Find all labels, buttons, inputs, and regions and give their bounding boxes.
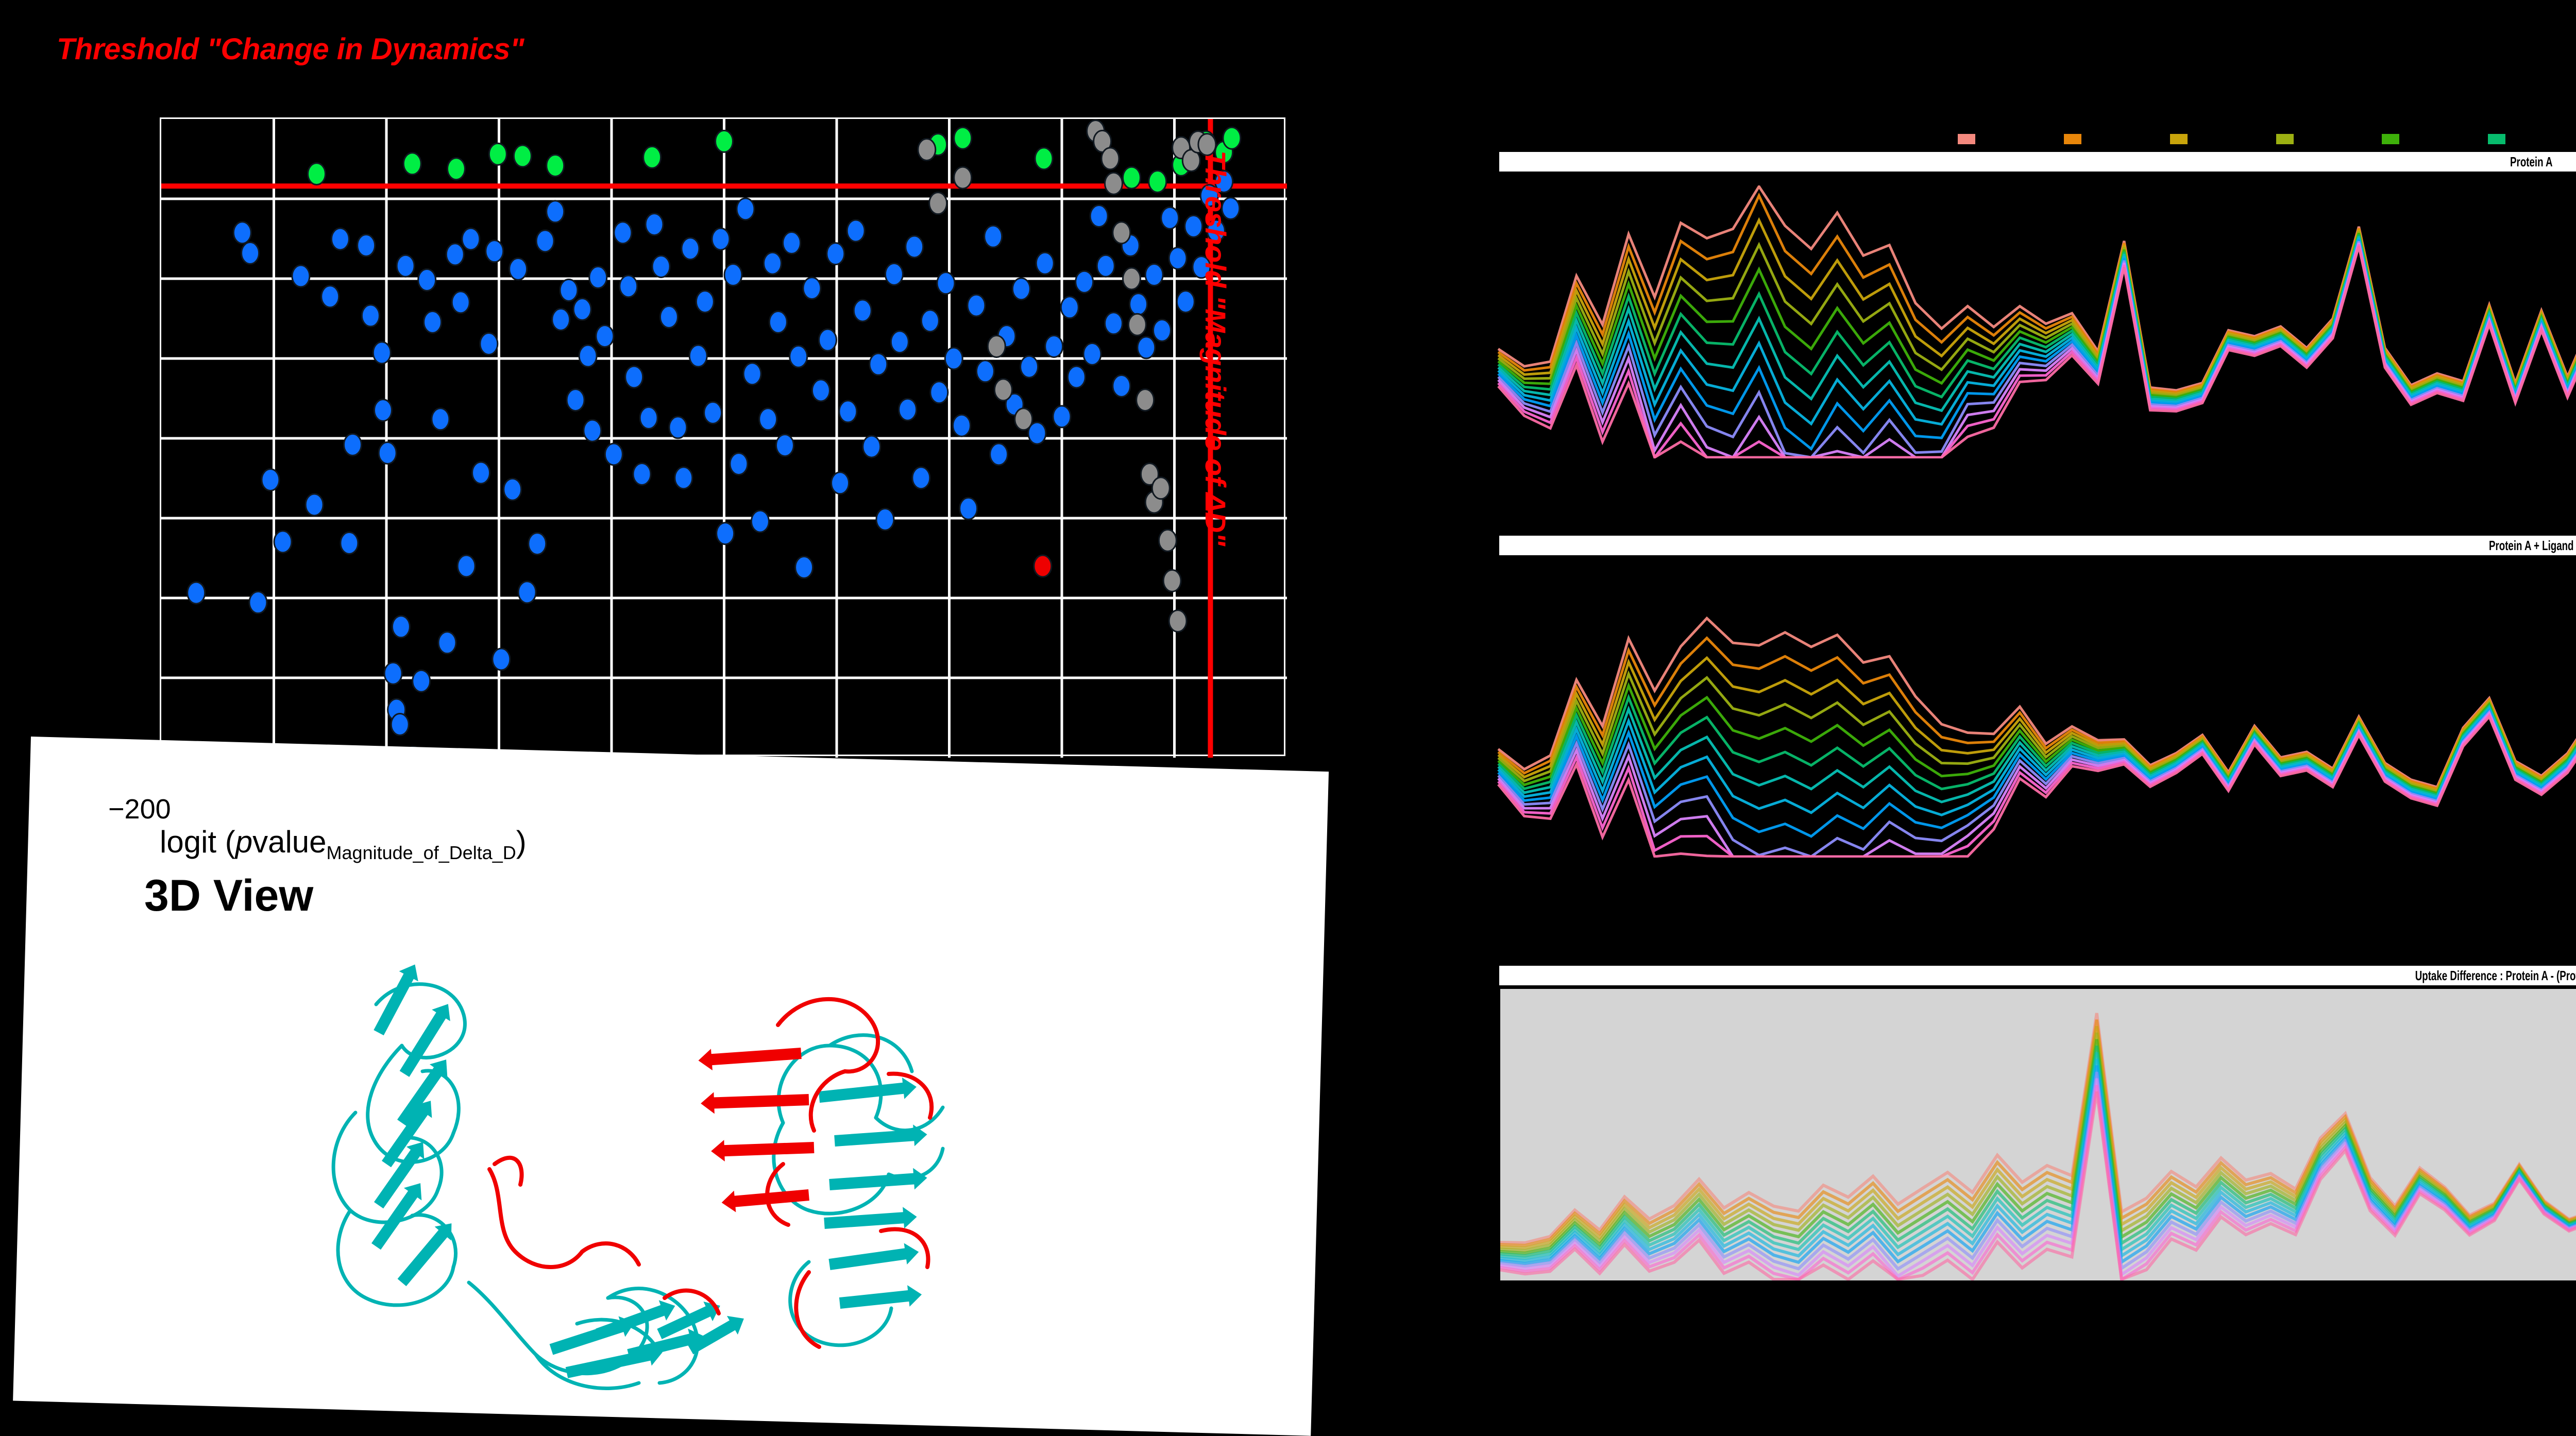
panel-title-text: Protein A <box>2510 153 2553 169</box>
threshold-change-in-dynamics-label: Threshold "Change in Dynamics" <box>57 32 524 66</box>
x-axis-label-italic-p: p <box>235 825 253 859</box>
legend-swatch <box>2170 134 2188 144</box>
x-axis-label-suffix: ) <box>516 825 527 859</box>
legend-swatch <box>2488 134 2505 144</box>
uptake-legend <box>1958 134 2576 149</box>
x-axis-label: logit (pvalueMagnitude_of_Delta_D) <box>160 824 527 864</box>
legend-swatch <box>2276 134 2294 144</box>
panel-title-uptake-difference: Uptake Difference : Protein A - (Protein… <box>1498 964 2576 987</box>
legend-swatch <box>1958 134 1975 144</box>
view3d-title: 3D View <box>144 871 314 920</box>
panel-title-text: Uptake Difference : Protein A - (Protein… <box>2415 967 2576 983</box>
panel-title-protein-a: Protein A <box>1498 150 2576 173</box>
threshold-magnitude-of-delta-d-label: Threshold "Magnitude of ΔD" <box>1199 150 1232 546</box>
x-axis-label-subscript: Magnitude_of_Delta_D <box>326 842 516 863</box>
panel-title-text: Protein A + Ligand <box>2488 537 2574 553</box>
legend-swatch <box>2064 134 2081 144</box>
protein-a-ligand-trace-plot[interactable] <box>1484 569 2576 858</box>
volcano-scatter-svg <box>161 119 1287 758</box>
uptake-difference-traces <box>1500 1013 2576 1283</box>
legend-swatch <box>2382 134 2399 144</box>
x-axis-label-mid: value <box>252 825 327 859</box>
protein-ribbon-3d-view[interactable] <box>247 943 1144 1396</box>
uptake-difference-plot-area[interactable] <box>1499 988 2576 1283</box>
protein-a-trace-plot[interactable] <box>1484 185 2576 458</box>
panel-title-protein-a-ligand: Protein A + Ligand <box>1498 534 2576 557</box>
volcano-plot-area[interactable] <box>160 117 1287 758</box>
x-axis-label-prefix: logit ( <box>160 825 235 859</box>
x-axis-tick-minus200: −200 <box>108 794 171 825</box>
